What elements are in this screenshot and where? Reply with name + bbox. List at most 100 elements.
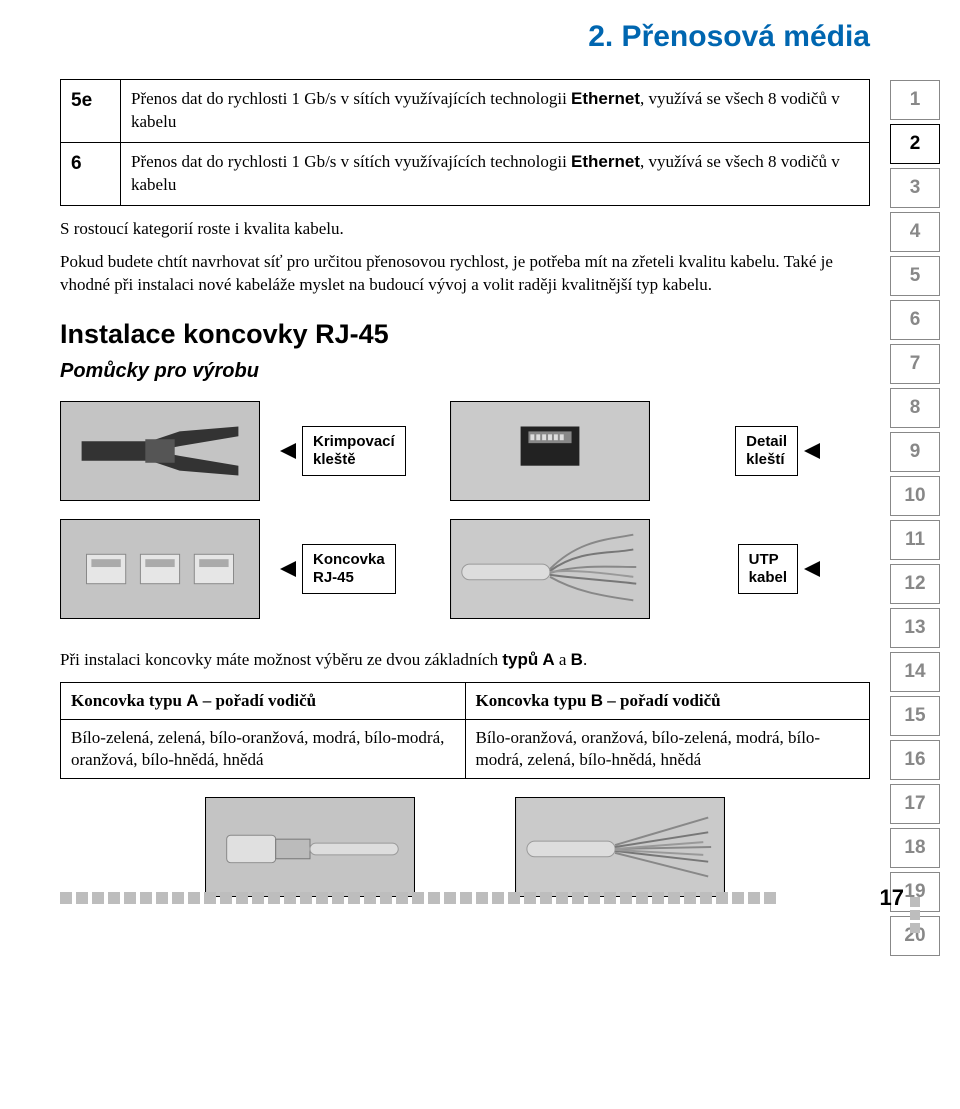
side-tabs: 1234567891011121314151617181920 <box>890 80 940 956</box>
label-box: Koncovka RJ-45 <box>302 544 396 594</box>
square-icon <box>910 910 920 920</box>
label-box: Krimpovací kleště <box>302 426 406 476</box>
square-icon <box>910 923 920 933</box>
chapter-tab-1[interactable]: 1 <box>890 80 940 120</box>
arrow-left-icon <box>280 443 296 459</box>
image-crimp-pliers <box>60 401 260 501</box>
label-utp: UTP kabel <box>670 544 820 594</box>
arrow-left-icon <box>804 561 820 577</box>
square-icon <box>252 892 264 904</box>
chapter-tab-5[interactable]: 5 <box>890 256 940 296</box>
square-icon <box>204 892 216 904</box>
square-icon <box>508 892 520 904</box>
square-icon <box>284 892 296 904</box>
table-row: 5e Přenos dat do rychlosti 1 Gb/s v sítí… <box>61 80 870 143</box>
image-assembled-connector <box>205 797 415 897</box>
square-icon <box>604 892 616 904</box>
square-icon <box>428 892 440 904</box>
chapter-tab-17[interactable]: 17 <box>890 784 940 824</box>
cat-code: 6 <box>61 142 121 205</box>
square-icon <box>412 892 424 904</box>
chapter-tab-9[interactable]: 9 <box>890 432 940 472</box>
square-icon <box>444 892 456 904</box>
cat-desc: Přenos dat do rychlosti 1 Gb/s v sítích … <box>121 80 870 143</box>
square-icon <box>364 892 376 904</box>
square-icon <box>108 892 120 904</box>
square-icon <box>156 892 168 904</box>
square-icon <box>348 892 360 904</box>
chapter-tab-8[interactable]: 8 <box>890 388 940 428</box>
square-icon <box>492 892 504 904</box>
sub-heading: Pomůcky pro výrobu <box>60 360 870 383</box>
arrow-left-icon <box>804 443 820 459</box>
cat-desc: Přenos dat do rychlosti 1 Gb/s v sítích … <box>121 142 870 205</box>
decorative-squares-col <box>910 897 920 933</box>
square-icon <box>220 892 232 904</box>
type-intro-text: Při instalaci koncovky máte možnost výbě… <box>60 649 870 672</box>
main-content: 5e Přenos dat do rychlosti 1 Gb/s v sítí… <box>0 79 960 897</box>
square-icon <box>140 892 152 904</box>
square-icon <box>668 892 680 904</box>
section-heading: Instalace koncovky RJ-45 <box>60 319 870 350</box>
square-icon <box>380 892 392 904</box>
square-icon <box>396 892 408 904</box>
label-rj45: Koncovka RJ-45 <box>280 544 430 594</box>
square-icon <box>92 892 104 904</box>
square-icon <box>588 892 600 904</box>
square-icon <box>236 892 248 904</box>
type-a-wires: Bílo-zelená, zelená, bílo-oranžová, modr… <box>61 719 466 778</box>
chapter-tab-15[interactable]: 15 <box>890 696 940 736</box>
square-icon <box>620 892 632 904</box>
chapter-tab-16[interactable]: 16 <box>890 740 940 780</box>
square-icon <box>124 892 136 904</box>
chapter-tab-4[interactable]: 4 <box>890 212 940 252</box>
chapter-tab-18[interactable]: 18 <box>890 828 940 868</box>
connector-type-table: Koncovka typu A – pořadí vodičů Koncovka… <box>60 682 870 779</box>
chapter-tab-7[interactable]: 7 <box>890 344 940 384</box>
paragraph-2: Pokud budete chtít navrhovat síť pro urč… <box>60 251 870 297</box>
image-rj45-connector <box>60 519 260 619</box>
chapter-tab-11[interactable]: 11 <box>890 520 940 560</box>
square-icon <box>300 892 312 904</box>
chapter-tab-14[interactable]: 14 <box>890 652 940 692</box>
square-icon <box>268 892 280 904</box>
square-icon <box>572 892 584 904</box>
tools-grid: Krimpovací kleště Detail kleští <box>60 401 870 619</box>
square-icon <box>460 892 472 904</box>
label-box: Detail kleští <box>735 426 798 476</box>
image-stripped-wires <box>515 797 725 897</box>
chapter-tab-10[interactable]: 10 <box>890 476 940 516</box>
image-utp-cable <box>450 519 650 619</box>
label-box: UTP kabel <box>738 544 798 594</box>
image-pliers-detail <box>450 401 650 501</box>
square-icon <box>332 892 344 904</box>
square-icon <box>764 892 776 904</box>
table-row: 6 Přenos dat do rychlosti 1 Gb/s v sítíc… <box>61 142 870 205</box>
page-title: 2. Přenosová média <box>0 0 960 79</box>
chapter-tab-3[interactable]: 3 <box>890 168 940 208</box>
chapter-tab-12[interactable]: 12 <box>890 564 940 604</box>
chapter-tab-13[interactable]: 13 <box>890 608 940 648</box>
square-icon <box>540 892 552 904</box>
type-b-head: Koncovka typu B – pořadí vodičů <box>465 682 870 719</box>
square-icon <box>636 892 648 904</box>
square-icon <box>76 892 88 904</box>
type-b-wires: Bílo-oranžová, oranžová, bílo-zelená, mo… <box>465 719 870 778</box>
decorative-squares-row <box>60 892 880 904</box>
square-icon <box>524 892 536 904</box>
table-row: Bílo-zelená, zelená, bílo-oranžová, modr… <box>61 719 870 778</box>
square-icon <box>652 892 664 904</box>
square-icon <box>60 892 72 904</box>
square-icon <box>188 892 200 904</box>
square-icon <box>476 892 488 904</box>
square-icon <box>716 892 728 904</box>
square-icon <box>684 892 696 904</box>
square-icon <box>910 897 920 907</box>
table-row: Koncovka typu A – pořadí vodičů Koncovka… <box>61 682 870 719</box>
label-detail: Detail kleští <box>670 426 820 476</box>
chapter-tab-6[interactable]: 6 <box>890 300 940 340</box>
footer-strip: 17 <box>0 885 960 911</box>
type-a-head: Koncovka typu A – pořadí vodičů <box>61 682 466 719</box>
chapter-tab-2[interactable]: 2 <box>890 124 940 164</box>
paragraph-1: S rostoucí kategorií roste i kvalita kab… <box>60 218 870 241</box>
